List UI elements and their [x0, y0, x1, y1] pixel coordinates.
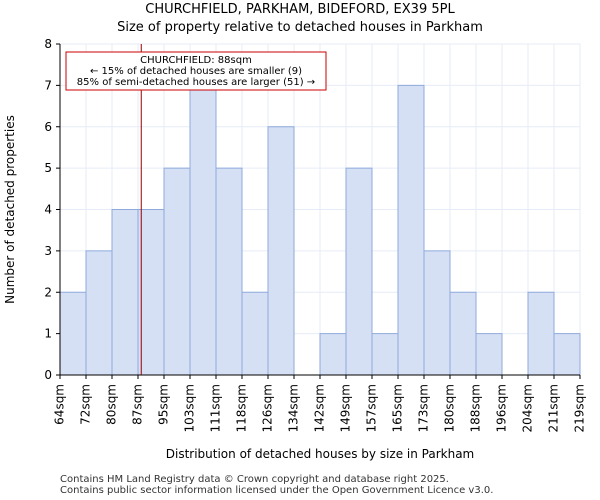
histogram-bar — [163, 167, 191, 376]
chart-title: CHURCHFIELD, PARKHAM, BIDEFORD, EX39 5PL — [145, 2, 455, 17]
y-tick-label: 3 — [44, 244, 52, 258]
x-tick-label: 157sqm — [365, 384, 379, 432]
annotation-box — [65, 51, 327, 91]
x-tick-label: 103sqm — [183, 384, 197, 432]
x-tick-label: 134sqm — [287, 384, 301, 432]
x-tick-label: 142sqm — [313, 384, 327, 432]
x-axis-label: Distribution of detached houses by size … — [166, 447, 474, 461]
y-tick-label: 5 — [44, 161, 52, 175]
histogram-bar — [215, 167, 243, 376]
x-tick-label: 173sqm — [417, 384, 431, 432]
y-tick-label: 7 — [44, 78, 52, 92]
histogram-bar — [553, 333, 581, 376]
footer-copyright: Contains HM Land Registry data © Crown c… — [60, 474, 449, 485]
histogram-bar — [85, 250, 113, 376]
x-tick-label: 118sqm — [235, 384, 249, 432]
histogram-bar — [371, 333, 399, 376]
x-tick-label: 149sqm — [339, 384, 353, 432]
y-tick-label: 2 — [44, 285, 52, 299]
x-tick-label: 126sqm — [261, 384, 275, 432]
y-axis-label: Number of detached properties — [3, 115, 17, 304]
histogram-bar — [449, 291, 477, 376]
annotation-line: 85% of semi-detached houses are larger (… — [77, 77, 315, 88]
y-tick-label: 1 — [44, 327, 52, 341]
histogram-bar — [475, 333, 503, 376]
histogram-chart: 0 1 2 3 4 5 6 7 8 64sqm 72sqm 80sqm 87sqm 95sqm 103sqm… — [3, 37, 587, 461]
histogram-bar — [137, 209, 165, 376]
annotation-line: CHURCHFIELD: 88sqm — [140, 55, 252, 66]
x-tick-label: 87sqm — [131, 384, 145, 425]
y-tick-label: 0 — [44, 368, 52, 382]
x-tick-label: 72sqm — [79, 384, 93, 425]
histogram-bar — [423, 250, 451, 376]
x-tick-label: 211sqm — [547, 384, 561, 432]
histogram-bar — [345, 167, 373, 376]
x-tick-label: 64sqm — [53, 384, 67, 425]
x-tick-label: 196sqm — [495, 384, 509, 432]
histogram-bar — [397, 84, 425, 376]
x-tick-label: 165sqm — [391, 384, 405, 432]
histogram-bar — [111, 209, 139, 376]
histogram-bar — [267, 126, 295, 376]
x-tick-label: 219sqm — [573, 384, 587, 432]
histogram-bar — [189, 84, 217, 376]
histogram-bar — [59, 291, 87, 376]
histogram-bar — [527, 291, 555, 376]
x-tick-label: 111sqm — [209, 384, 223, 432]
histogram-bar — [241, 291, 269, 376]
histogram-bar — [319, 333, 347, 376]
x-tick-label: 95sqm — [157, 384, 171, 425]
y-tick-label: 6 — [44, 120, 52, 134]
x-tick-label: 80sqm — [105, 384, 119, 425]
footer-licence: Contains public sector information licen… — [60, 485, 494, 496]
x-tick-label: 180sqm — [443, 384, 457, 432]
annotation-line: ← 15% of detached houses are smaller (9) — [90, 66, 302, 77]
y-tick-label: 4 — [44, 203, 52, 217]
x-tick-label: 188sqm — [469, 384, 483, 432]
y-tick-label: 8 — [44, 37, 52, 51]
chart-subtitle: Size of property relative to detached ho… — [117, 20, 483, 35]
x-tick-label: 204sqm — [521, 384, 535, 432]
